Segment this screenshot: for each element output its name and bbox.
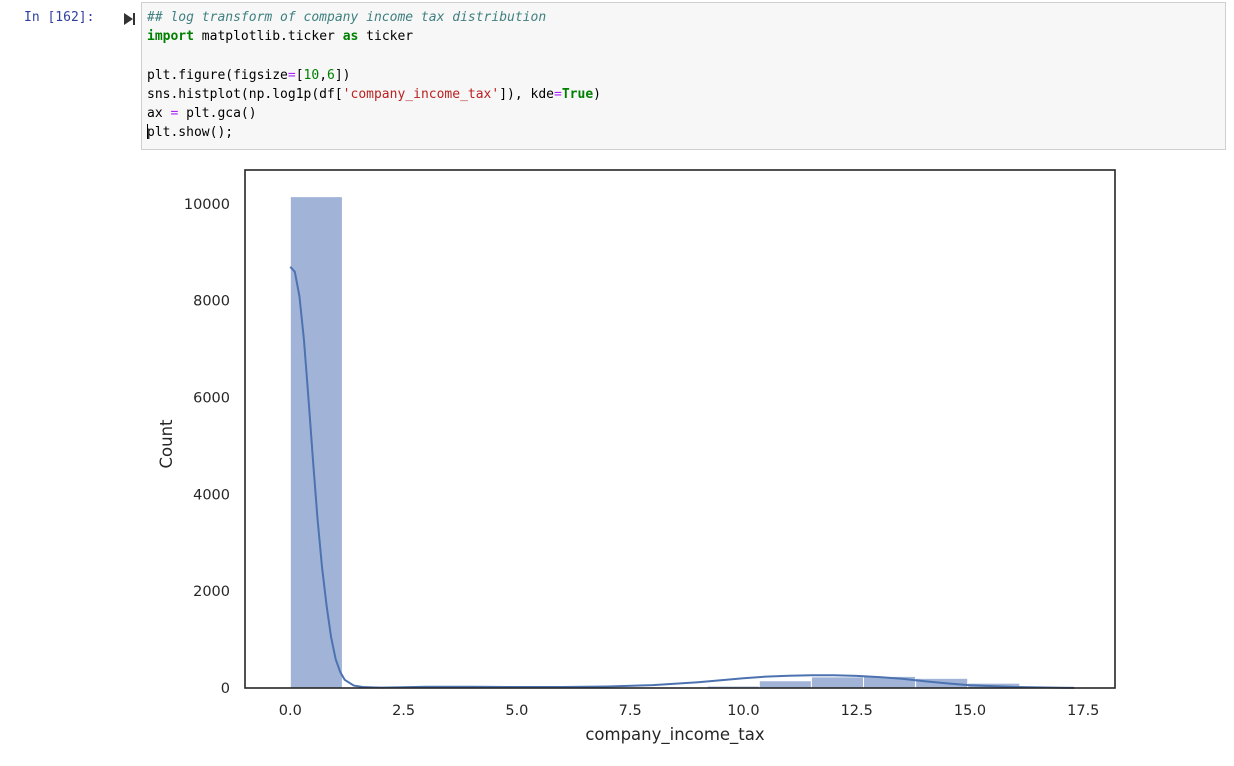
code-token: 'company_income_tax' <box>342 86 500 102</box>
code-token: plt.gca() <box>178 105 257 121</box>
code-line[interactable]: sns.histplot(np.log1p(df['company_income… <box>147 85 601 104</box>
code-token: [ <box>295 67 304 83</box>
code-token: ticker <box>358 29 414 45</box>
histogram-chart: 0.0 2.5 5.0 7.5 10.0 12.5 15.0 17.5 0 2000 4000 600… <box>157 169 1116 745</box>
code-token: ]), kde <box>499 86 555 102</box>
code-line[interactable]: import matplotlib.ticker as ticker <box>147 27 601 46</box>
code-editor[interactable]: ## log transform of company income tax d… <box>147 8 601 142</box>
cell-output: 0.0 2.5 5.0 7.5 10.0 12.5 15.0 17.5 0 2000 4000 600… <box>141 160 1231 760</box>
code-token: ## log transform of company income tax d… <box>147 10 547 25</box>
code-line[interactable]: ## log transform of company income tax d… <box>147 8 601 27</box>
code-token: , <box>319 67 328 83</box>
x-tick-label: 0.0 <box>279 703 302 719</box>
cell-prompt: In [162]: <box>24 10 95 25</box>
code-token: matplotlib.ticker <box>193 29 343 45</box>
code-line[interactable]: plt.figure(figsize=[10,6]) <box>147 66 601 85</box>
x-tick-label: 15.0 <box>954 703 986 719</box>
code-token: = <box>170 105 179 121</box>
code-cell[interactable]: ## log transform of company income tax d… <box>141 2 1226 150</box>
code-token: sns.histplot(np.log1p(df[ <box>147 86 343 102</box>
code-token: plt.show(); <box>147 125 234 141</box>
y-tick-label: 8000 <box>193 294 230 310</box>
code-token: ax <box>147 105 171 121</box>
x-axis-label: company_income_tax <box>585 725 765 745</box>
code-token: plt.figure(figsize <box>147 67 288 83</box>
code-line[interactable]: plt.show(); <box>147 123 601 142</box>
x-tick-label: 12.5 <box>841 703 873 719</box>
y-tick-label: 10000 <box>184 197 230 213</box>
code-token: 6 <box>327 67 335 83</box>
text-cursor <box>147 124 148 140</box>
histogram-bar <box>758 680 812 689</box>
y-tick-label: 2000 <box>193 584 230 600</box>
code-line[interactable] <box>147 46 601 65</box>
code-token: True <box>561 86 594 102</box>
x-tick-label: 10.0 <box>727 703 759 719</box>
plot-frame <box>244 169 1116 689</box>
code-token: import <box>147 29 194 45</box>
x-tick-label: 5.0 <box>505 703 528 719</box>
y-axis-label: Count <box>157 419 176 469</box>
y-tick-label: 6000 <box>193 391 230 407</box>
x-tick-label: 17.5 <box>1067 703 1099 719</box>
code-token: = <box>554 86 562 102</box>
kde-line <box>289 266 1075 689</box>
x-tick-label: 2.5 <box>392 703 415 719</box>
histogram-bar <box>289 196 343 689</box>
x-tick-label: 7.5 <box>619 703 642 719</box>
y-tick-label: 0 <box>221 681 230 697</box>
run-cell-icon[interactable] <box>122 12 136 26</box>
histogram-bar <box>810 676 865 689</box>
code-token: ) <box>593 86 601 102</box>
code-line[interactable]: ax = plt.gca() <box>147 104 601 123</box>
code-token: = <box>287 67 296 83</box>
code-token: 10 <box>303 67 320 83</box>
code-token: ]) <box>334 67 351 83</box>
code-token: as <box>342 29 359 45</box>
y-tick-label: 4000 <box>193 487 230 503</box>
